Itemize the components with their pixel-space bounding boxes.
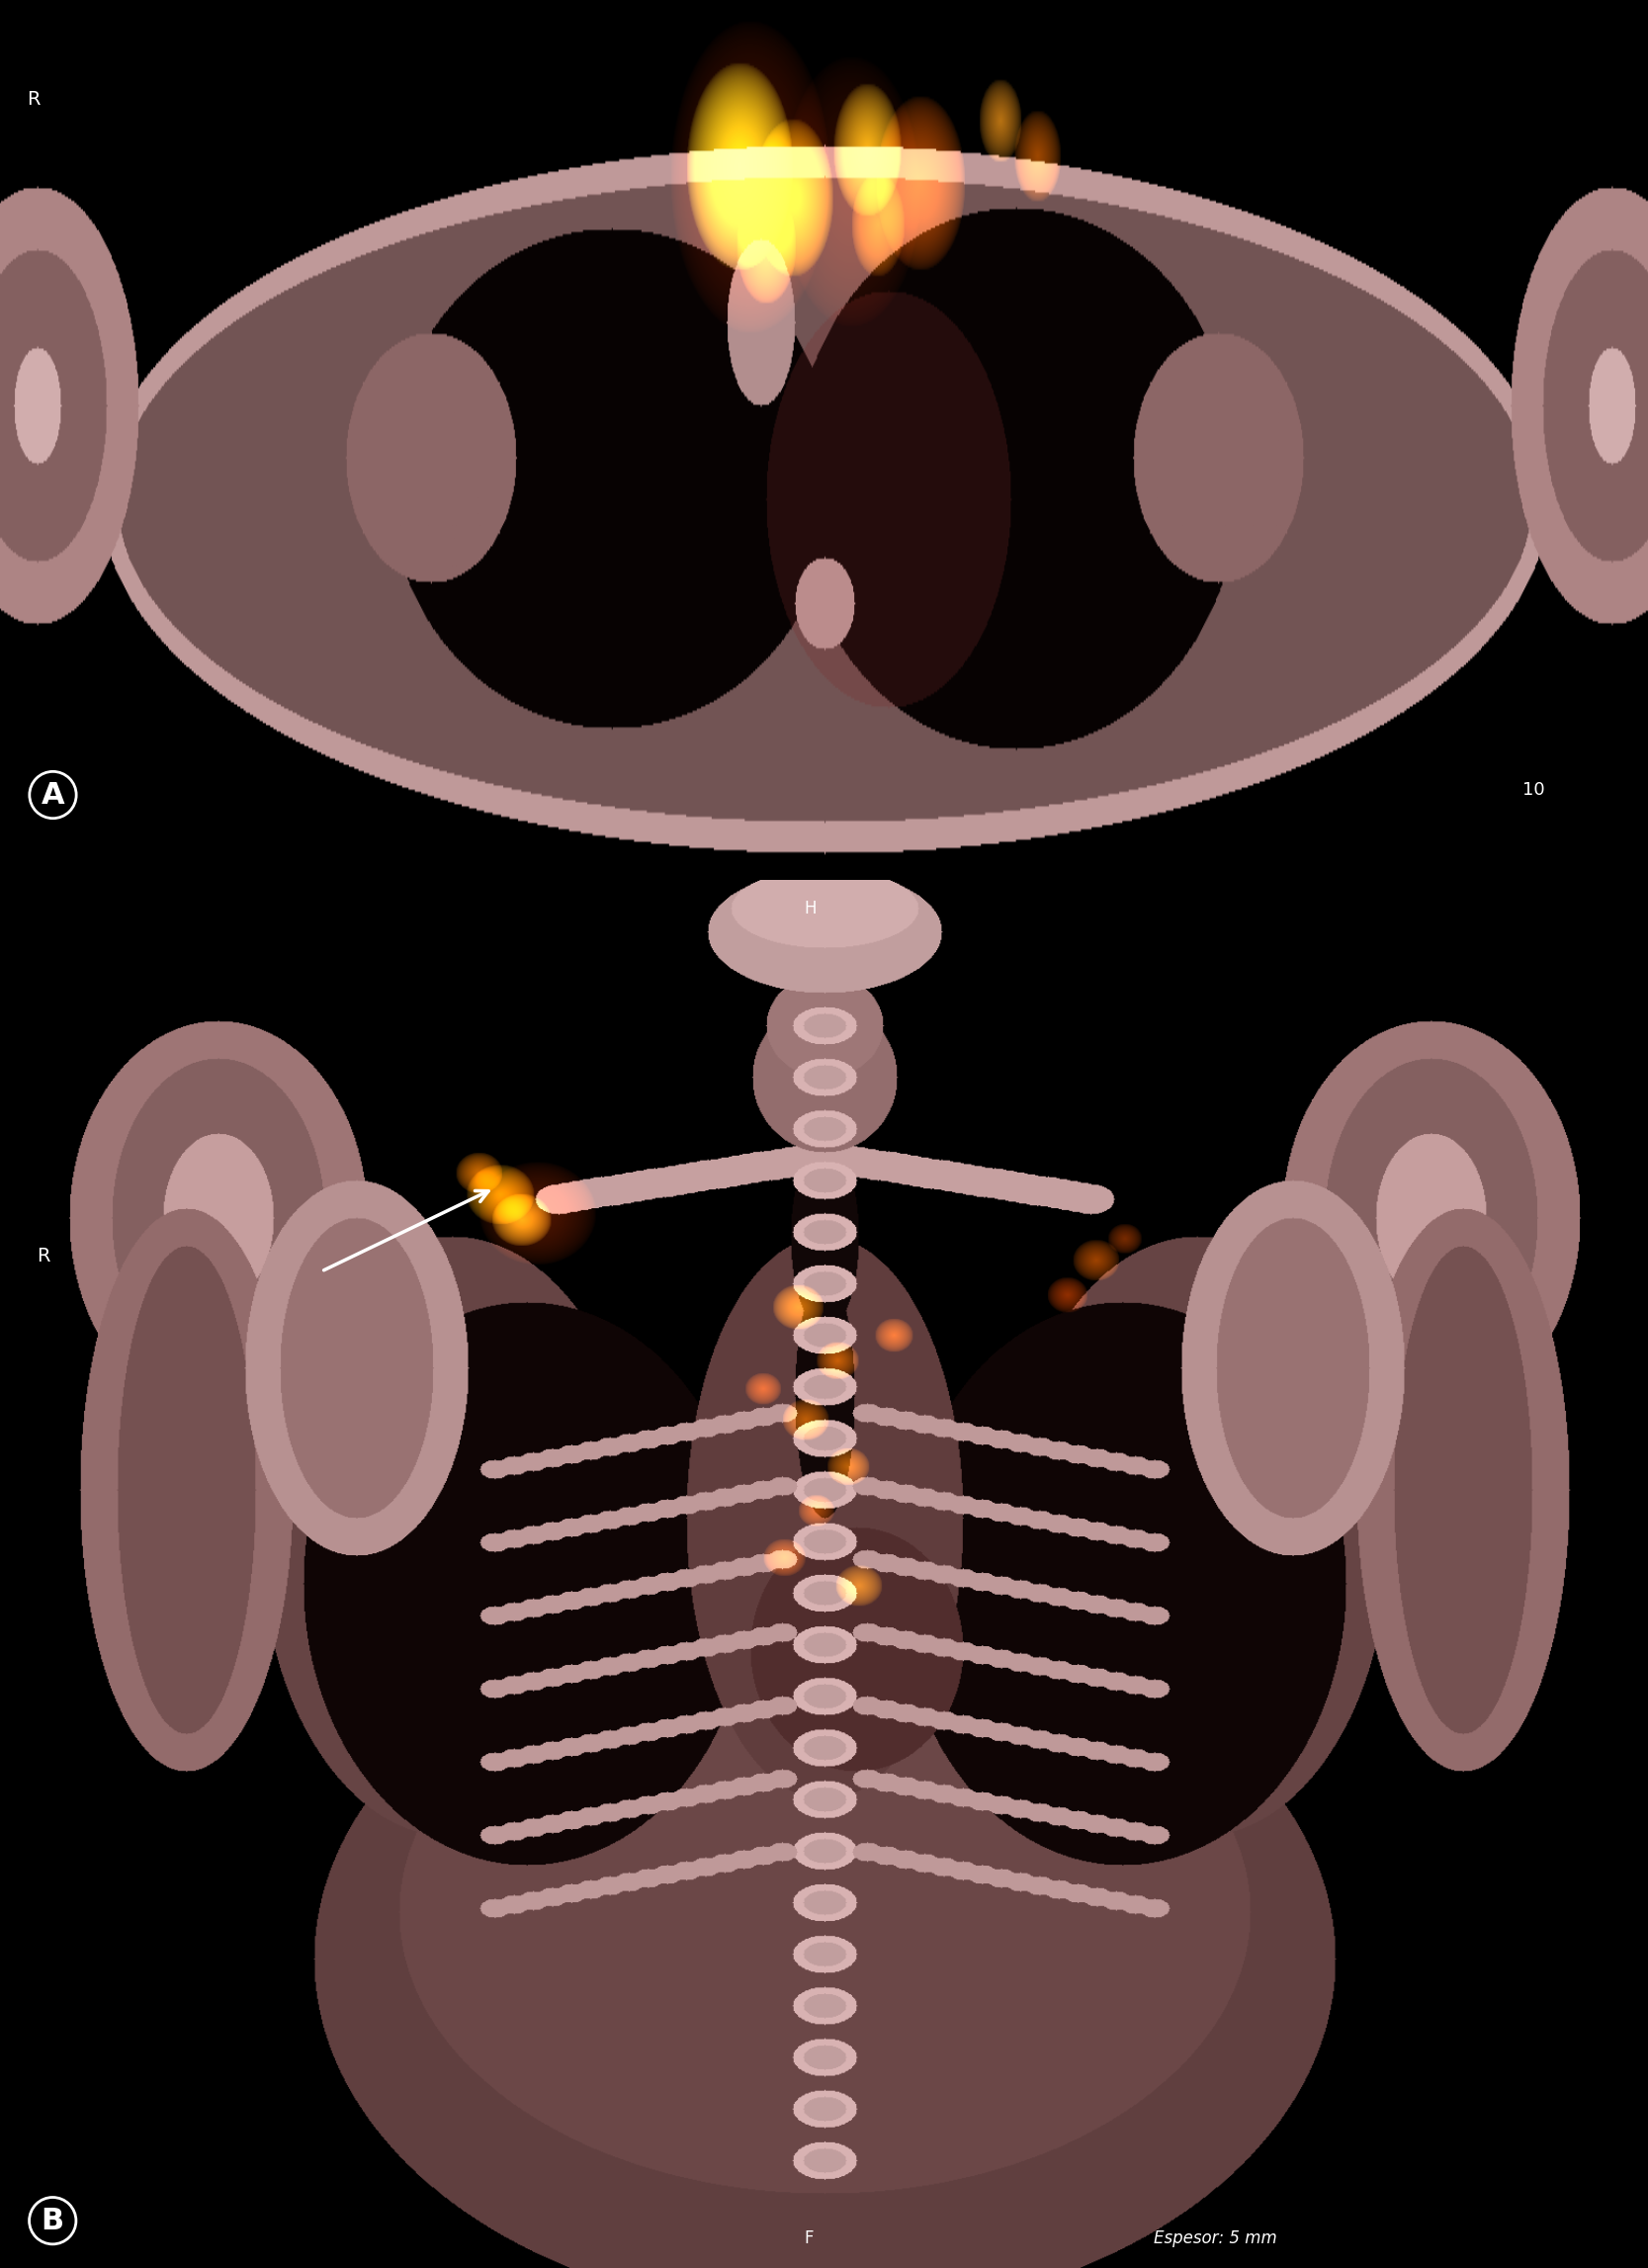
Text: 10: 10 bbox=[1523, 780, 1546, 798]
Text: B: B bbox=[41, 2207, 64, 2234]
Text: A: A bbox=[41, 780, 64, 810]
Text: R: R bbox=[36, 1247, 49, 1266]
Text: Espesor: 5 mm: Espesor: 5 mm bbox=[1154, 2229, 1277, 2248]
Text: H: H bbox=[804, 900, 816, 916]
Text: F: F bbox=[804, 2229, 814, 2248]
Text: R: R bbox=[26, 91, 40, 109]
